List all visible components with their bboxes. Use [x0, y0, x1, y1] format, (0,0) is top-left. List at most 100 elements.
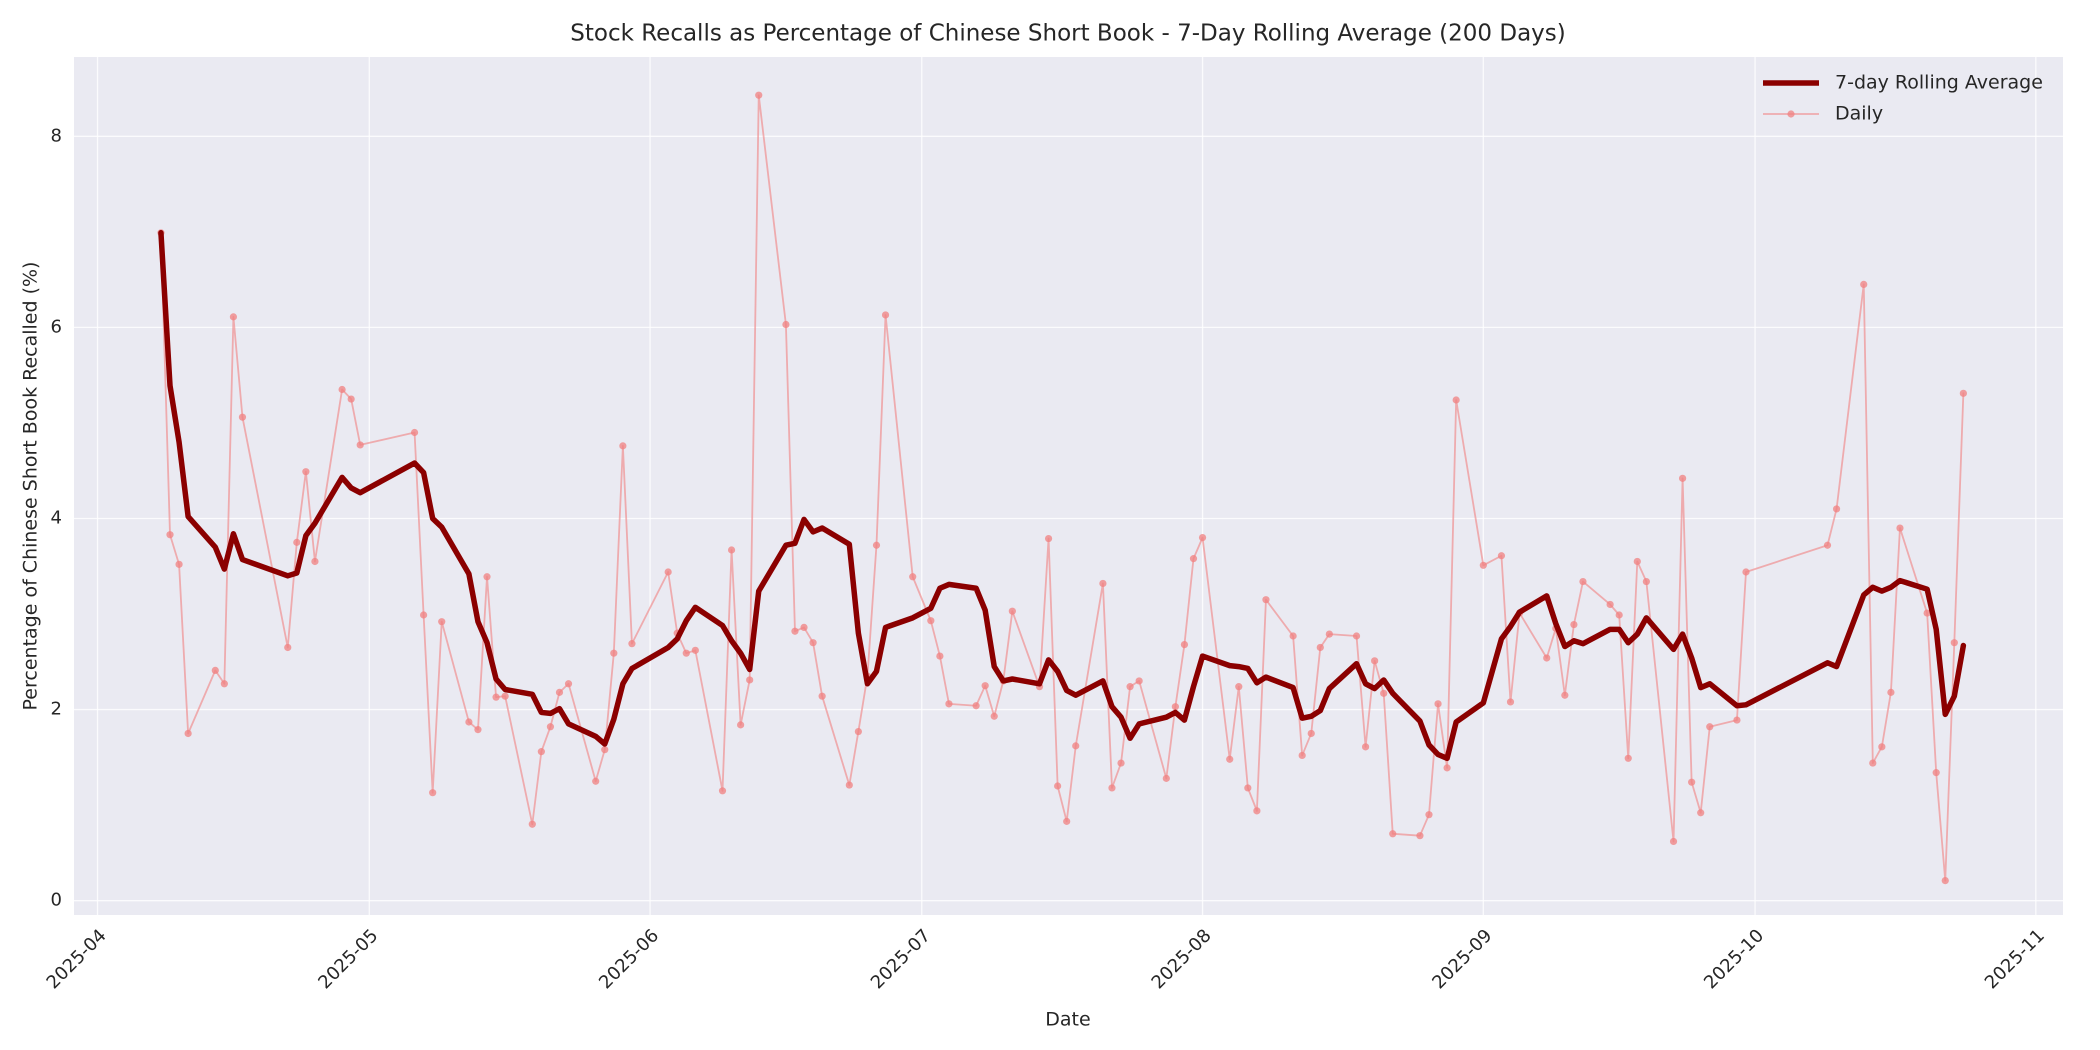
daily-point — [601, 746, 609, 754]
daily-point — [175, 560, 183, 568]
daily-point — [1099, 579, 1107, 588]
legend-marker — [1787, 110, 1795, 118]
daily-point — [1117, 759, 1125, 767]
daily-point — [229, 313, 238, 321]
daily-point — [474, 726, 482, 734]
daily-point — [791, 627, 799, 635]
daily-point — [1506, 698, 1515, 706]
daily-point — [492, 693, 500, 701]
daily-point — [555, 688, 564, 696]
daily-point — [1198, 533, 1207, 542]
legend-label: Daily — [1835, 103, 1883, 125]
daily-point — [546, 723, 555, 731]
daily-point — [410, 428, 419, 437]
daily-point — [184, 729, 192, 738]
daily-point — [1669, 837, 1678, 846]
daily-point — [1624, 754, 1632, 762]
daily-point — [1298, 751, 1306, 760]
daily-point — [1543, 654, 1551, 662]
daily-point — [664, 568, 672, 576]
daily-point — [1959, 389, 1967, 397]
y-tick-label: 8 — [51, 125, 62, 146]
daily-point — [1615, 611, 1623, 619]
x-tick-label: 2025-08 — [1148, 925, 1216, 993]
daily-point — [429, 789, 437, 797]
daily-point — [1606, 600, 1614, 609]
daily-point — [564, 680, 573, 688]
daily-point — [1633, 557, 1641, 566]
y-tick-label: 4 — [51, 507, 62, 528]
daily-point — [1316, 643, 1324, 652]
daily-point — [800, 623, 808, 632]
x-tick-label: 2025-06 — [595, 925, 663, 993]
daily-point — [1361, 743, 1370, 751]
daily-point — [284, 643, 292, 652]
daily-point — [1171, 703, 1179, 711]
daily-point — [1678, 474, 1687, 482]
y-tick-label: 6 — [51, 316, 62, 337]
daily-point — [1742, 568, 1750, 576]
daily-point — [1189, 555, 1198, 563]
daily-point — [1878, 743, 1886, 751]
daily-point — [1823, 541, 1832, 549]
rolling-average-line — [158, 230, 1967, 762]
daily-point — [854, 727, 862, 736]
daily-point — [628, 640, 636, 648]
daily-point — [872, 541, 881, 549]
daily-point — [1044, 534, 1053, 543]
daily-point — [1325, 630, 1333, 638]
x-tick-label: 2025-11 — [1981, 925, 2049, 993]
daily-point — [682, 649, 690, 657]
daily-point — [1570, 620, 1578, 629]
daily-point — [737, 721, 745, 729]
daily-point — [592, 777, 600, 785]
chart-title: Stock Recalls as Percentage of Chinese S… — [570, 21, 1566, 47]
x-axis-label: Date — [1045, 1009, 1090, 1031]
daily-point — [1244, 784, 1252, 792]
daily-point — [818, 692, 826, 700]
daily-point — [936, 652, 944, 660]
daily-point — [1380, 689, 1388, 697]
daily-point — [1832, 505, 1841, 513]
x-tick-label: 2025-04 — [43, 925, 111, 993]
daily-point — [1434, 700, 1442, 708]
daily-point — [1416, 832, 1424, 840]
y-tick-label: 2 — [51, 699, 62, 720]
daily-point — [1235, 683, 1243, 691]
daily-point — [1950, 639, 1958, 647]
daily-point — [220, 680, 228, 688]
daily-point — [610, 649, 618, 657]
daily-point — [1706, 723, 1714, 731]
daily-point — [1896, 524, 1904, 532]
daily-point — [238, 413, 247, 421]
daily-point — [727, 546, 736, 554]
daily-point — [1180, 641, 1189, 649]
x-tick-label: 2025-07 — [867, 925, 935, 993]
daily-point — [718, 787, 727, 795]
daily-point — [166, 531, 174, 539]
daily-point — [782, 320, 790, 329]
daily-point — [1352, 632, 1361, 640]
daily-point — [1688, 778, 1696, 786]
daily-point — [1389, 830, 1397, 838]
daily-point — [1126, 683, 1134, 691]
daily-point — [619, 442, 627, 450]
daily-point — [293, 538, 301, 546]
daily-point — [972, 702, 980, 710]
daily-point — [1497, 552, 1506, 560]
daily-point — [1054, 782, 1062, 790]
daily-point — [528, 820, 536, 828]
daily-point — [1108, 784, 1116, 792]
daily-point — [1253, 807, 1261, 815]
daily-point — [1262, 596, 1270, 604]
daily-point — [746, 676, 754, 684]
daily-point — [1162, 774, 1170, 782]
daily-point — [311, 557, 319, 566]
y-tick-label: 0 — [51, 890, 62, 911]
daily-point — [1226, 755, 1234, 763]
daily-point — [1697, 809, 1705, 817]
daily-point — [1733, 716, 1741, 724]
daily-point — [211, 666, 219, 675]
daily-point — [501, 692, 509, 700]
